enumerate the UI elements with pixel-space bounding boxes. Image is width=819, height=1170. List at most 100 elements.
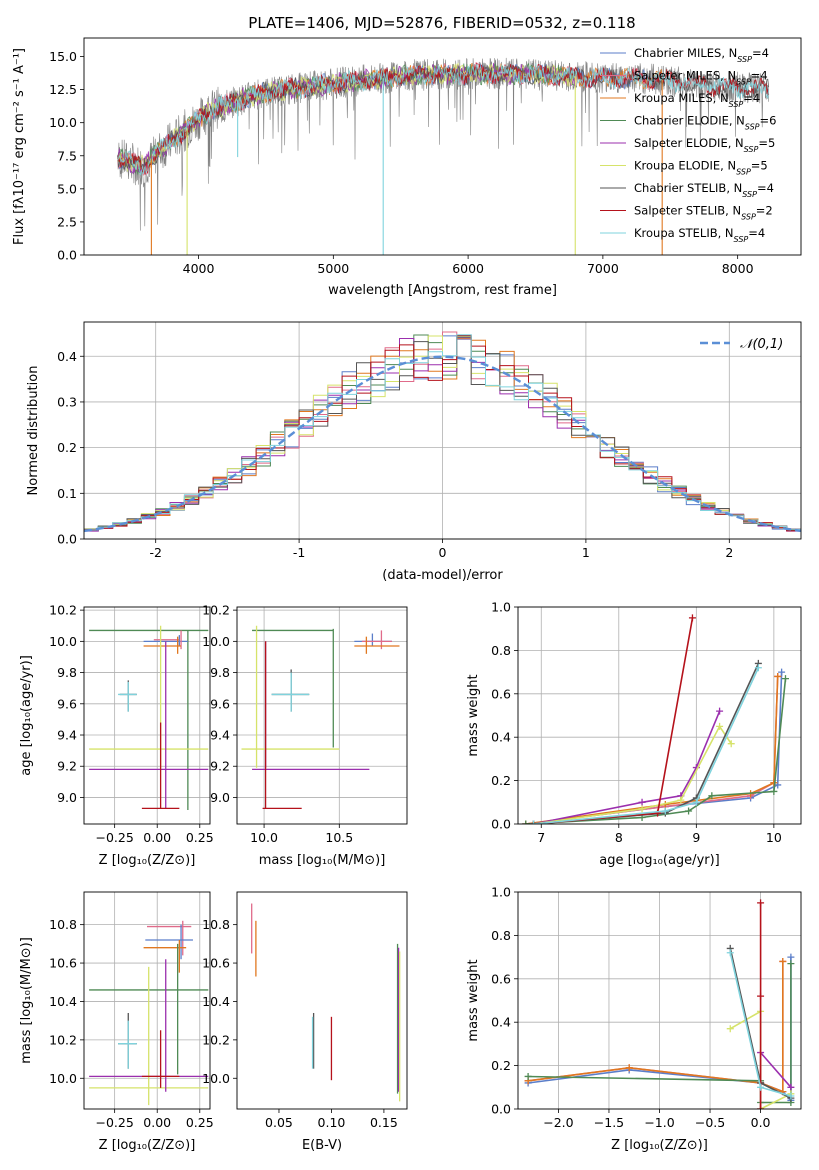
x-tick-label: −0.25 [95, 830, 133, 845]
y-tick-label: 12.5 [49, 82, 77, 97]
y-tick-label: 2.5 [57, 214, 77, 229]
y-tick-label: 0.0 [491, 817, 511, 832]
y-tick-label: 1.0 [491, 885, 511, 900]
massweight-vs-Z-panel: −2.0 −1.5 −1.0 −0.5 0.0 0.0 0.2 0.4 0.6 0.8 1.0 Z [… [466, 885, 802, 1153]
y-tick-label: 15.0 [49, 49, 77, 64]
y-axis-label: Flux [fλ10⁻¹⁷ erg cm⁻² s⁻¹ A⁻¹] [12, 48, 27, 245]
legend-value: =4 [748, 226, 765, 240]
y-tick-label: 10.0 [202, 634, 230, 649]
y-tick-label: 10.4 [202, 994, 230, 1009]
weight-marker-2-4 [774, 672, 782, 680]
weight-marker-3-0 [522, 820, 530, 824]
normal-curve-line [84, 355, 801, 533]
axes-frame [236, 891, 408, 1110]
residuals-plot-area [84, 331, 801, 533]
axes-frame [83, 321, 802, 540]
x-axis-label: Z [log₁₀(Z/Z⊙)] [99, 853, 196, 868]
x-tick-label: −2.0 [543, 1115, 573, 1130]
weight-line-8 [533, 667, 760, 824]
y-tick-label: 0.6 [491, 971, 511, 986]
weight-marker-8-2 [787, 1092, 795, 1100]
legend-entry-normal: 𝒩(0,1) [740, 337, 783, 352]
x-axis-label: Z [log₁₀(Z/Z⊙)] [611, 1138, 708, 1153]
legend-entry-1: Salpeter MILES, NSSP=4 [634, 69, 768, 87]
legend-value: =4 [743, 91, 760, 105]
axes-frame [517, 606, 802, 825]
x-tick-label: 0.00 [143, 830, 171, 845]
y-tick-label: 10.0 [202, 1071, 230, 1086]
y-tick-label: 0.0 [491, 1102, 511, 1117]
y-tick-label: 10.2 [202, 1032, 230, 1047]
y-tick-label: 9.8 [57, 665, 77, 680]
y-tick-label: 0.3 [57, 394, 77, 409]
x-axis-label: mass [log₁₀(M/M⊙)] [259, 853, 386, 868]
y-axis-label: mass weight [466, 959, 481, 1041]
x-tick-label: 5000 [317, 261, 349, 276]
legend-entry-4: Salpeter ELODIE, NSSP=5 [634, 136, 775, 154]
y-tick-label: 7.5 [57, 148, 77, 163]
y-tick-label: 9.8 [210, 665, 230, 680]
x-tick-label: 10.0 [250, 830, 278, 845]
x-tick-label: -1 [293, 545, 305, 560]
y-tick-label: 10.8 [202, 917, 230, 932]
x-tick-label: 4000 [183, 261, 215, 276]
y-tick-label: 0.4 [57, 349, 77, 364]
y-axis-label: age [log₁₀(age/yr)] [19, 655, 34, 776]
y-tick-label: 10.6 [202, 956, 230, 971]
legend-value: =2 [756, 204, 773, 218]
weight-marker-8-0 [726, 949, 734, 957]
weight-marker-3-3 [708, 792, 716, 800]
y-tick-label: 0.0 [57, 248, 77, 263]
x-axis-label: wavelength [Angstrom, rest frame] [328, 283, 557, 298]
age-vs-mass-plot-area [241, 625, 400, 810]
x-tick-label: 0 [439, 545, 447, 560]
y-tick-label: 10.4 [49, 994, 77, 1009]
weight-marker-0-3 [774, 781, 782, 789]
legend-value: =5 [751, 159, 768, 173]
x-axis-label: (data-model)/error [382, 568, 503, 583]
weight-marker-3-4 [787, 960, 795, 968]
x-tick-label: 7000 [587, 261, 619, 276]
y-tick-label: 5.0 [57, 181, 77, 196]
y-tick-label: 0.8 [491, 928, 511, 943]
weight-marker-2-4 [779, 957, 787, 965]
x-tick-label: 1 [582, 545, 590, 560]
x-axis-label: E(B-V) [302, 1138, 342, 1153]
x-tick-label: 8 [615, 830, 623, 845]
weight-marker-5-1 [638, 805, 646, 813]
weight-marker-4-1 [638, 798, 646, 806]
y-tick-label: 0.1 [57, 486, 77, 501]
y-tick-label: 9.4 [57, 728, 77, 743]
x-axis-label: Z [log₁₀(Z/Z⊙)] [99, 1138, 196, 1153]
y-tick-label: 9.2 [210, 759, 230, 774]
legend-entry-0: Chabrier MILES, NSSP=4 [634, 46, 769, 64]
residuals-panel: -2 -1 0 1 2 0.0 0.1 0.2 0.3 0.4 (data-model)/error… [26, 321, 802, 583]
legend-subscript: SSP [736, 77, 751, 86]
weight-marker-7-2 [688, 614, 696, 622]
axes-frame [517, 891, 802, 1110]
residual-histogram-7 [84, 334, 801, 532]
weight-marker-8-1 [661, 807, 669, 815]
legend-value: =4 [751, 69, 768, 83]
x-tick-label: −1.0 [644, 1115, 674, 1130]
y-tick-label: 10.8 [49, 917, 77, 932]
weight-marker-3-2 [685, 807, 693, 815]
axes-frame [83, 891, 211, 1110]
y-tick-label: 0.6 [491, 686, 511, 701]
y-tick-label: 10.0 [49, 115, 77, 130]
y-tick-label: 10.0 [49, 634, 77, 649]
weight-marker-0-5 [787, 953, 795, 961]
y-tick-label: 0.0 [57, 532, 77, 547]
y-tick-label: 10.2 [49, 1032, 77, 1047]
weight-marker-3-0 [524, 1072, 532, 1080]
x-tick-label: -2 [149, 545, 161, 560]
y-tick-label: 0.8 [491, 643, 511, 658]
spectrum-plot-area [117, 57, 770, 255]
axes-frame [83, 37, 802, 256]
x-tick-label: 0.10 [318, 1115, 346, 1130]
x-tick-label: 6000 [452, 261, 484, 276]
y-axis-label: mass weight [466, 674, 481, 756]
x-tick-label: 0.05 [265, 1115, 293, 1130]
